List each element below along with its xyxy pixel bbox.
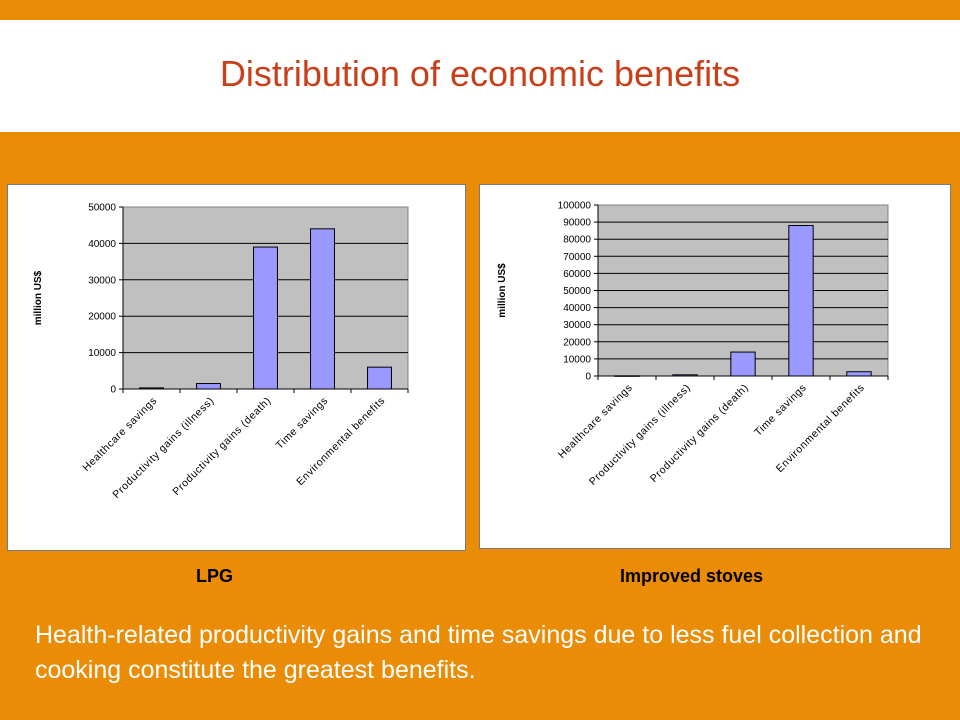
y-tick-label: 70000 — [563, 252, 591, 263]
bar — [196, 383, 221, 390]
lpg-caption: LPG — [196, 566, 234, 586]
bar — [846, 371, 872, 377]
y-tick-label: 90000 — [563, 218, 591, 229]
improved-stoves-chart-panel: 0 10000 20000 30000 40000 50000 60000 70000 8000… — [479, 184, 951, 549]
bar — [139, 387, 164, 390]
y-tick-label: 40000 — [88, 239, 116, 250]
bar — [253, 246, 278, 390]
y-tick-label: 20000 — [563, 337, 591, 348]
bar — [788, 225, 814, 377]
y-tick-label: 0 — [110, 385, 116, 396]
y-tick-label: 10000 — [88, 348, 116, 359]
bar — [367, 366, 392, 390]
x-category-label: Productivity gains (illness) — [110, 395, 216, 501]
x-category-label: Time savings — [752, 382, 809, 439]
y-tick-label: 30000 — [88, 275, 116, 286]
bar — [672, 374, 698, 377]
y-axis-label: million US$ — [497, 263, 508, 318]
improved-stoves-bar-chart: 0 10000 20000 30000 40000 50000 60000 70000 8000… — [497, 201, 889, 488]
bar — [614, 375, 640, 377]
summary-text: Health-related productivity gains and ti… — [35, 621, 922, 684]
top-strip — [0, 0, 960, 20]
y-axis-label: million US$ — [33, 270, 44, 325]
y-tick-label: 0 — [585, 372, 591, 383]
y-tick-label: 40000 — [563, 303, 591, 314]
title-band: Distribution of economic benefits — [0, 20, 960, 132]
y-tick-label: 100000 — [558, 201, 592, 212]
x-category-label: Productivity gains (death) — [648, 382, 751, 485]
x-category-label: Productivity gains (death) — [170, 395, 273, 498]
y-tick-label: 10000 — [563, 354, 591, 365]
lpg-chart-panel: 0 10000 20000 30000 40000 50000 Healthcare sav… — [7, 184, 466, 551]
bar — [730, 351, 756, 377]
y-tick-label: 20000 — [88, 312, 116, 323]
y-tick-label: 80000 — [563, 235, 591, 246]
slide-title: Distribution of economic benefits — [219, 53, 741, 94]
y-tick-label: 50000 — [88, 203, 116, 214]
y-tick-label: 50000 — [563, 286, 591, 297]
x-category-label: Time savings — [274, 395, 331, 452]
y-tick-label: 60000 — [563, 269, 591, 280]
x-category-label: Productivity gains (illness) — [587, 382, 693, 488]
y-tick-label: 30000 — [563, 320, 591, 331]
improved-stoves-caption: Improved stoves — [620, 566, 764, 586]
bar — [310, 228, 335, 390]
